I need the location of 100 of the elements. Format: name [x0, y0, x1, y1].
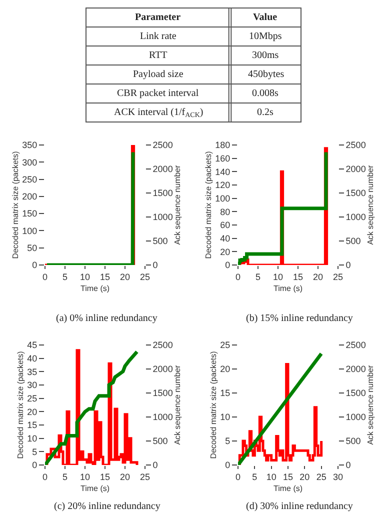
y2-tick-label: 1500	[152, 388, 173, 398]
y-tick-label: 140	[215, 166, 230, 177]
y2-tick-label: 2000	[346, 364, 366, 374]
x-axis-title: Time (s)	[273, 484, 303, 493]
y-tick-label: 30	[27, 380, 38, 390]
y2-axis-title: Ack sequence number	[172, 164, 182, 245]
x-tick-label: 0	[235, 272, 241, 282]
category-label: CBR packet interval	[117, 88, 199, 99]
y2-tick-label: 2500	[152, 340, 173, 350]
text: Parameter	[135, 12, 182, 23]
y2-tick-label: 2000	[346, 164, 366, 174]
x-tick-label: 5	[62, 272, 68, 282]
y-axis-title: Decoded matrix size (packets)	[208, 350, 218, 459]
y2-tick-label: 1000	[346, 412, 366, 422]
x-tick-label: 20	[120, 272, 130, 282]
y-tick-label: 0	[32, 460, 38, 470]
y-tick-label: 100	[22, 226, 38, 236]
y-tick-label: 0	[225, 260, 230, 270]
y-tick-label: 20	[27, 406, 38, 417]
y2-tick-label: 0	[346, 260, 351, 270]
x-tick-label: 15	[292, 272, 304, 282]
y2-tick-label: 0	[152, 460, 158, 470]
y-tick-label: 350	[22, 140, 38, 150]
category-label: Payload size	[133, 69, 184, 80]
x-tick-label: 20	[120, 472, 130, 482]
y2-tick-label: 500	[152, 436, 168, 446]
x-tick-label: 5	[252, 472, 258, 482]
x-tick-label: 30	[332, 472, 344, 482]
text: Value	[253, 12, 278, 23]
y2-tick-label: 1000	[152, 212, 173, 222]
x-tick-label: 15	[100, 472, 110, 482]
text: 10Mbps	[249, 31, 282, 42]
x-tick-label: 15	[100, 272, 110, 282]
y-tick-label: 300	[22, 157, 38, 168]
y-tick-label: 5	[225, 436, 230, 446]
y-tick-label: 25	[27, 393, 38, 404]
x-tick-label: 0	[42, 272, 48, 282]
y-tick-label: 60	[220, 220, 230, 230]
text: (c) 20% inline redundancy	[54, 501, 160, 512]
y2-tick-label: 2000	[152, 164, 173, 174]
x-tick-label: 20	[312, 272, 324, 282]
y2-tick-label: 500	[152, 236, 168, 246]
y-tick-label: 0	[225, 460, 230, 470]
y2-tick-label: 2000	[152, 364, 173, 374]
y2-tick-label: 0	[152, 260, 158, 270]
x-tick-label: 0	[235, 472, 241, 482]
y-tick-label: 250	[22, 174, 38, 184]
y2-tick-label: 500	[346, 436, 361, 446]
y2-axis-title: Ack sequence number	[366, 164, 375, 245]
y-tick-label: 15	[220, 388, 230, 398]
text: 450bytes	[248, 69, 284, 80]
y-tick-label: 35	[27, 366, 38, 377]
y-tick-label: 100	[215, 193, 230, 204]
text: (b) 15% inline redundancy	[246, 313, 353, 324]
y2-axis-title: Ack sequence number	[172, 364, 182, 445]
x-tick-label: 0	[42, 472, 48, 482]
text: (d) 30% inline redundancy	[246, 501, 353, 512]
category-label: RTT	[149, 50, 168, 61]
category-label: ACK interval (1/f$_{ACK}$)	[114, 107, 204, 120]
x-tick-label: 25	[332, 272, 344, 282]
y2-tick-label: 1000	[152, 412, 173, 422]
y-axis-title: Decoded matrix size (packets)	[16, 350, 25, 459]
y2-tick-label: 1500	[346, 188, 366, 198]
y-tick-label: 40	[220, 233, 230, 244]
x-tick-label: 10	[266, 472, 276, 482]
y2-tick-label: 2500	[346, 340, 366, 350]
x-tick-label: 10	[272, 272, 284, 282]
y2-tick-label: 0	[346, 460, 351, 470]
y2-tick-label: 500	[346, 236, 361, 246]
y-tick-label: 25	[220, 340, 230, 350]
y2-tick-label: 1000	[346, 212, 366, 222]
x-tick-label: 10	[80, 472, 90, 482]
x-tick-label: 20	[300, 472, 310, 482]
y-tick-label: 5	[32, 446, 38, 457]
y-tick-label: 20	[220, 364, 230, 374]
y-tick-label: 40	[27, 353, 38, 364]
x-tick-label: 10	[80, 272, 90, 282]
x-axis-title: Time (s)	[80, 284, 110, 293]
text: 0.2s	[257, 107, 274, 118]
y2-tick-label: 1500	[152, 188, 173, 198]
y2-tick-label: 2500	[152, 140, 173, 150]
y2-tick-label: 1500	[346, 388, 366, 398]
x-tick-label: 5	[255, 272, 261, 282]
x-axis-title: Time (s)	[273, 284, 303, 293]
text: 0.008s	[252, 88, 278, 99]
text: 300ms	[252, 50, 279, 61]
y-axis-title: Decoded matrix size (packets)	[204, 150, 213, 259]
x-tick-label: 15	[282, 472, 294, 482]
y-tick-label: 160	[215, 153, 230, 164]
y-tick-label: 180	[215, 140, 230, 150]
y-tick-label: 10	[220, 412, 230, 422]
y-tick-label: 80	[220, 206, 230, 217]
y-tick-label: 15	[27, 420, 38, 430]
x-axis-title: Time (s)	[80, 484, 110, 493]
text: (a) 0% inline redundancy	[56, 313, 158, 324]
x-tick-label: 25	[316, 472, 326, 482]
y-tick-label: 45	[27, 340, 38, 350]
y-tick-label: 200	[22, 192, 38, 202]
x-tick-label: 25	[140, 272, 150, 282]
category-label: Link rate	[140, 31, 177, 42]
